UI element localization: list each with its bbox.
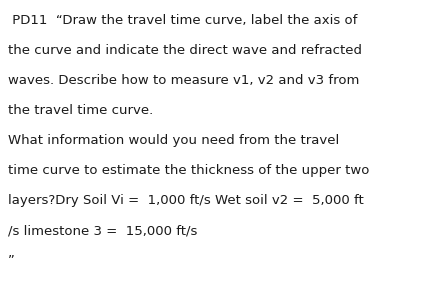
- Text: layers?Dry Soil Vi =  1,000 ft/s Wet soil v2 =  5,000 ft: layers?Dry Soil Vi = 1,000 ft/s Wet soil…: [8, 194, 364, 207]
- Text: PD11  “Draw the travel time curve, label the axis of: PD11 “Draw the travel time curve, label …: [8, 14, 357, 27]
- Text: /s limestone 3 =  15,000 ft/s: /s limestone 3 = 15,000 ft/s: [8, 224, 197, 237]
- Text: ”: ”: [8, 254, 15, 267]
- Text: the travel time curve.: the travel time curve.: [8, 104, 153, 117]
- Text: What information would you need from the travel: What information would you need from the…: [8, 134, 339, 147]
- Text: time curve to estimate the thickness of the upper two: time curve to estimate the thickness of …: [8, 164, 369, 177]
- Text: the curve and indicate the direct wave and refracted: the curve and indicate the direct wave a…: [8, 44, 362, 57]
- Text: waves. Describe how to measure v1, v2 and v3 from: waves. Describe how to measure v1, v2 an…: [8, 74, 360, 87]
